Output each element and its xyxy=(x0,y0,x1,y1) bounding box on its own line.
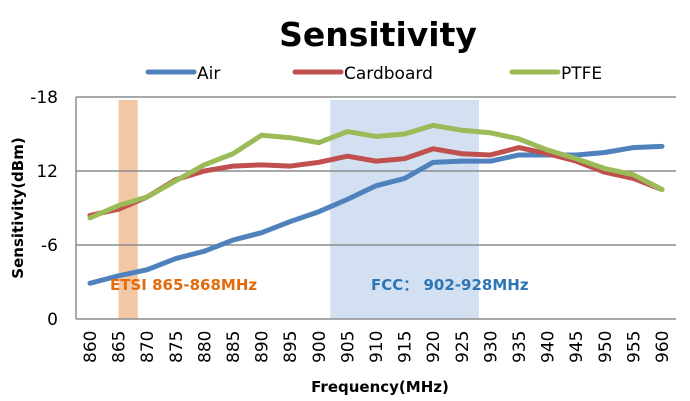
legend-item-air: Air xyxy=(145,64,220,84)
x-tick-label: 915 xyxy=(396,331,416,363)
legend-item-ptfe: PTFE xyxy=(509,64,602,84)
band-0 xyxy=(118,100,138,319)
x-tick-label: 945 xyxy=(567,331,587,363)
x-tick-label: 885 xyxy=(224,331,244,363)
x-tick-label: 955 xyxy=(624,331,644,363)
x-tick-label: 895 xyxy=(281,331,301,363)
legend-label: Air xyxy=(197,64,220,84)
x-tick-label: 890 xyxy=(253,331,273,363)
x-axis-label: Frequency(MHz) xyxy=(311,378,449,396)
legend-item-cardboard: Cardboard xyxy=(292,64,433,84)
x-tick-label: 900 xyxy=(310,331,330,363)
x-tick-label: 950 xyxy=(596,331,616,363)
etsi-band-label: ETSI 865-868MHz xyxy=(110,276,257,294)
x-tick-label: 935 xyxy=(510,331,530,363)
x-tick-label: 880 xyxy=(195,331,215,363)
x-tick-label: 860 xyxy=(81,331,101,363)
fcc-band-label: FCC： 902-928MHz xyxy=(371,276,529,294)
x-tick-label: 905 xyxy=(338,331,358,363)
x-tick-label: 875 xyxy=(167,331,187,363)
y-tick-label: -6 xyxy=(41,236,58,256)
legend: Air Cardboard PTFE xyxy=(145,64,602,84)
y-tick-label: 12 xyxy=(36,162,58,182)
x-tick-label: 960 xyxy=(653,331,673,363)
x-tick-label: 865 xyxy=(110,331,130,363)
legend-label: Cardboard xyxy=(344,64,433,84)
legend-label: PTFE xyxy=(561,64,602,84)
y-axis-label: Sensitivity(dBm) xyxy=(9,137,27,278)
x-tick-label: 930 xyxy=(481,331,501,363)
chart-title: Sensitivity xyxy=(279,15,477,54)
x-tick-label: 920 xyxy=(424,331,444,363)
x-tick-label: 870 xyxy=(138,331,158,363)
x-tick-label: 925 xyxy=(453,331,473,363)
x-tick-label: 910 xyxy=(367,331,387,363)
x-tick-label: 940 xyxy=(539,331,559,363)
y-tick-label: -18 xyxy=(30,88,58,108)
y-tick-label: 0 xyxy=(47,310,58,330)
